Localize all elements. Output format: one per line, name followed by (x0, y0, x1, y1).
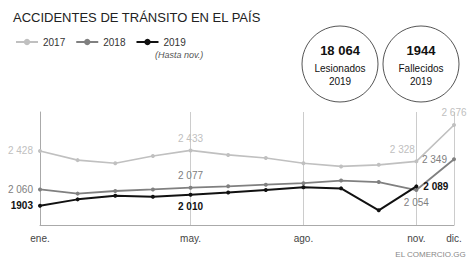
svg-text:ago.: ago. (294, 233, 313, 244)
svg-text:2 349: 2 349 (422, 154, 447, 165)
svg-text:2019: 2019 (163, 37, 186, 48)
svg-text:Fallecidos: Fallecidos (398, 63, 443, 74)
svg-text:2 676: 2 676 (441, 107, 466, 118)
svg-text:2019: 2019 (329, 76, 352, 87)
svg-text:may.: may. (180, 233, 201, 244)
svg-text:2 328: 2 328 (390, 144, 415, 155)
svg-text:2 077: 2 077 (178, 170, 203, 181)
svg-text:(Hasta nov.): (Hasta nov.) (155, 50, 203, 60)
svg-text:dic.: dic. (446, 233, 462, 244)
svg-text:1944: 1944 (407, 43, 437, 58)
svg-text:2 089: 2 089 (423, 181, 448, 192)
svg-text:18 064: 18 064 (320, 43, 361, 58)
svg-text:1903: 1903 (11, 200, 34, 211)
svg-text:2018: 2018 (103, 37, 126, 48)
svg-text:2 010: 2 010 (178, 201, 203, 212)
svg-text:2 054: 2 054 (404, 197, 429, 208)
svg-text:2 428: 2 428 (8, 145, 33, 156)
svg-text:2017: 2017 (43, 37, 66, 48)
svg-text:2 433: 2 433 (178, 133, 203, 144)
svg-text:nov.: nov. (407, 233, 425, 244)
svg-text:2 060: 2 060 (8, 184, 33, 195)
svg-text:2019: 2019 (410, 76, 433, 87)
svg-text:EL COMERCIO.GG: EL COMERCIO.GG (395, 250, 465, 259)
svg-text:ene.: ene. (30, 233, 49, 244)
svg-text:Lesionados: Lesionados (314, 63, 365, 74)
svg-text:ACCIDENTES DE TRÁNSITO EN EL P: ACCIDENTES DE TRÁNSITO EN EL PAÍS (13, 10, 261, 25)
